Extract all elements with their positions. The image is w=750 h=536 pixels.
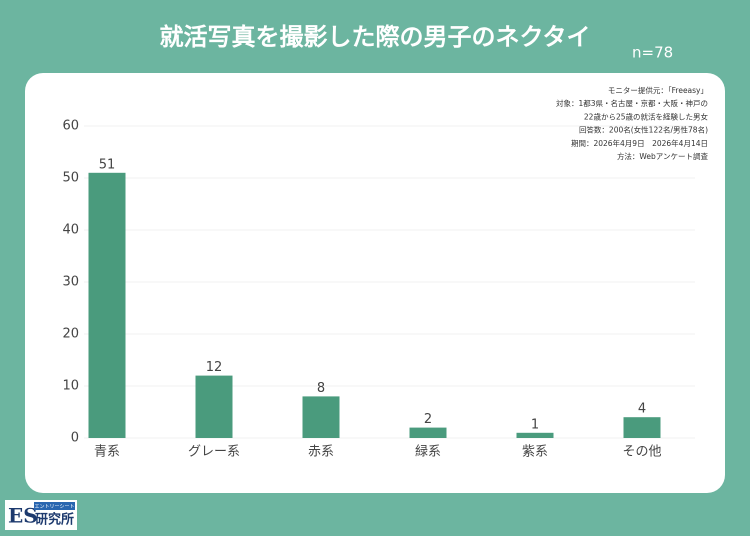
y-tick-label: 50 bbox=[62, 171, 79, 186]
value-label: 12 bbox=[206, 360, 223, 375]
value-label: 1 bbox=[531, 417, 539, 432]
value-label: 8 bbox=[317, 381, 325, 396]
y-tick-label: 30 bbox=[62, 275, 79, 290]
chart-title: 就活写真を撮影した際の男子のネクタイ bbox=[159, 23, 590, 51]
logo: ES エントリーシート 研究所 bbox=[5, 500, 77, 530]
logo-sub: 研究所 bbox=[35, 512, 74, 528]
note: 22歳から25歳の就活を経験した男女 bbox=[584, 111, 709, 121]
bar bbox=[623, 417, 661, 438]
x-tick-label: 赤系 bbox=[308, 445, 334, 460]
value-label: 51 bbox=[99, 157, 116, 172]
y-tick-label: 60 bbox=[62, 119, 79, 134]
value-label: 4 bbox=[638, 402, 646, 417]
bar bbox=[409, 427, 447, 438]
y-tick-label: 0 bbox=[71, 431, 79, 446]
bar bbox=[88, 172, 126, 439]
y-tick-label: 40 bbox=[62, 223, 79, 238]
y-tick-label: 20 bbox=[62, 327, 79, 342]
x-tick-label: 緑系 bbox=[415, 445, 441, 460]
bar bbox=[302, 396, 340, 438]
chart-subtitle: n=78 bbox=[632, 44, 673, 62]
x-tick-label: 青系 bbox=[94, 445, 120, 460]
x-tick-label: 紫系 bbox=[522, 445, 548, 460]
bar bbox=[516, 432, 554, 438]
logo-main: ES bbox=[8, 504, 38, 528]
logo-tag-box bbox=[34, 502, 75, 510]
note: 方法：Webアンケート調査 bbox=[617, 151, 709, 161]
y-tick-label: 10 bbox=[62, 379, 79, 394]
logo-tag: エントリーシート bbox=[35, 504, 75, 510]
bar bbox=[195, 375, 233, 438]
note: モニター提供元：「Freeasy」 bbox=[608, 85, 708, 95]
note: 対象：1都3県・名古屋・京都・大阪・神戸の bbox=[556, 98, 708, 108]
card bbox=[25, 73, 725, 493]
x-tick-label: その他 bbox=[622, 445, 661, 460]
x-tick-label: グレー系 bbox=[188, 445, 240, 460]
value-label: 2 bbox=[424, 412, 432, 427]
note: 回答数：200名(女性122名/男性78名) bbox=[579, 125, 708, 135]
note: 期間：2026年4月9日 2026年4月14日 bbox=[571, 138, 708, 148]
